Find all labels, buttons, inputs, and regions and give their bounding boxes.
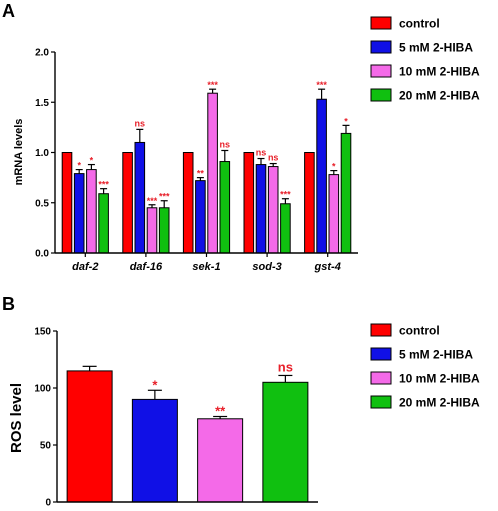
- significance-label: *: [332, 162, 336, 172]
- bar-sek-1-20-mm-2-hiba: [219, 161, 231, 254]
- significance-label: **: [197, 169, 205, 179]
- significance-label: **: [215, 404, 226, 419]
- panel-a-category-label: daf-16: [130, 261, 163, 273]
- legend-swatch-10-mm-2-hiba: [370, 64, 392, 78]
- panel-a-category-label: sod-3: [252, 261, 281, 273]
- legend-label-20-mm-2-hiba: 20 mM 2-HIBA: [399, 89, 480, 103]
- significance-label: ***: [280, 190, 291, 200]
- panel-b-y-axis-title: ROS level: [8, 383, 25, 453]
- legend-label-control: control: [399, 17, 440, 31]
- legend-label-5-mm-2-hiba: 5 mM 2-HIBA: [399, 41, 473, 55]
- significance-label: *: [152, 377, 158, 392]
- bar-daf-16-control: [122, 152, 133, 254]
- significance-label: ns: [220, 139, 231, 149]
- legend-swatch-20-mm-2-hiba: [370, 395, 392, 409]
- legend-label-10-mm-2-hiba: 10 mM 2-HIBA: [399, 65, 480, 79]
- panel-b-y-tick-label: 100: [34, 384, 51, 395]
- panel-a-y-tick-label: 1.0: [35, 148, 49, 159]
- bar-daf-2-control: [61, 152, 73, 254]
- bar-sek-1-control: [182, 152, 194, 254]
- legend-swatch-control: [370, 16, 392, 30]
- bar-ros-control: [66, 370, 113, 503]
- bar-gst-4-control: [304, 152, 315, 254]
- panel-b-letter: B: [2, 294, 15, 314]
- panel-b-legend: control 5 mM 2-HIBA 10 mM 2-HIBA 20 mM 2-HI…: [370, 323, 480, 410]
- panel-a-letter: A: [2, 1, 15, 21]
- panel-a-y-axis-title: mRNA levels: [13, 119, 25, 186]
- bar-sod-3-10-mm-2-hiba: [267, 166, 279, 254]
- legend-swatch-5-mm-2-hiba: [370, 40, 392, 54]
- bar-daf-16-5-mm-2-hiba: [134, 141, 146, 254]
- panel-a-legend: control 5 mM 2-HIBA 10 mM 2-HIBA 20 mM 2-HI…: [370, 16, 480, 103]
- significance-label: ns: [135, 118, 146, 128]
- bar-gst-4-5-mm-2-hiba: [316, 98, 327, 254]
- bar-daf-16-20-mm-2-hiba: [158, 207, 170, 254]
- panel-a-y-tick-label: 0.0: [35, 249, 49, 260]
- bar-sek-1-10-mm-2-hiba: [207, 92, 218, 254]
- bar-ros-20-mm-2-hiba: [262, 381, 309, 503]
- bar-ros-10-mm-2-hiba: [197, 418, 244, 503]
- legend-swatch-20-mm-2-hiba: [370, 88, 392, 102]
- panel-b-y-tick-label: 0: [45, 498, 51, 509]
- significance-label: ns: [256, 148, 267, 158]
- significance-label: ***: [316, 80, 327, 90]
- bar-sek-1-5-mm-2-hiba: [195, 180, 206, 254]
- panel-a-y-tick-label: 2.0: [35, 48, 49, 59]
- bar-sod-3-control: [243, 152, 255, 254]
- significance-label: ***: [159, 192, 170, 202]
- panel-a-category-label: daf-2: [72, 261, 98, 273]
- significance-label: ns: [278, 359, 293, 374]
- bar-sod-3-20-mm-2-hiba: [280, 203, 291, 254]
- significance-label: *: [344, 116, 348, 126]
- bar-daf-16-10-mm-2-hiba: [146, 207, 158, 254]
- bar-sod-3-5-mm-2-hiba: [255, 164, 267, 254]
- significance-label: *: [77, 161, 81, 171]
- panel-a-chart: A mRNA levels 0.00.51.01.52.0 *****ns***…: [2, 1, 480, 273]
- bar-ros-5-mm-2-hiba: [131, 398, 178, 503]
- bar-daf-2-20-mm-2-hiba: [98, 193, 109, 254]
- panel-b-y-tick-label: 150: [34, 327, 51, 338]
- legend-swatch-control: [370, 323, 392, 337]
- legend-swatch-10-mm-2-hiba: [370, 371, 392, 385]
- panel-b-y-tick-label: 50: [40, 441, 52, 452]
- legend-label-5-mm-2-hiba: 5 mM 2-HIBA: [399, 348, 473, 362]
- significance-label: ns: [268, 153, 279, 163]
- significance-label: ***: [147, 196, 158, 206]
- bar-gst-4-20-mm-2-hiba: [340, 132, 352, 254]
- legend-swatch-5-mm-2-hiba: [370, 347, 392, 361]
- panel-a-y-tick-label: 1.5: [35, 98, 49, 109]
- panel-a-category-label: gst-4: [314, 261, 341, 273]
- significance-label: ***: [207, 80, 218, 90]
- bar-gst-4-10-mm-2-hiba: [328, 174, 340, 254]
- significance-label: *: [90, 156, 94, 166]
- panel-a-category-label: sek-1: [192, 261, 220, 273]
- legend-label-control: control: [399, 324, 440, 338]
- bar-daf-2-5-mm-2-hiba: [73, 173, 85, 254]
- legend-label-20-mm-2-hiba: 20 mM 2-HIBA: [399, 396, 480, 410]
- significance-label: ***: [98, 180, 109, 190]
- legend-label-10-mm-2-hiba: 10 mM 2-HIBA: [399, 372, 480, 386]
- bar-daf-2-10-mm-2-hiba: [86, 169, 97, 254]
- panel-a-y-tick-label: 0.5: [35, 198, 49, 209]
